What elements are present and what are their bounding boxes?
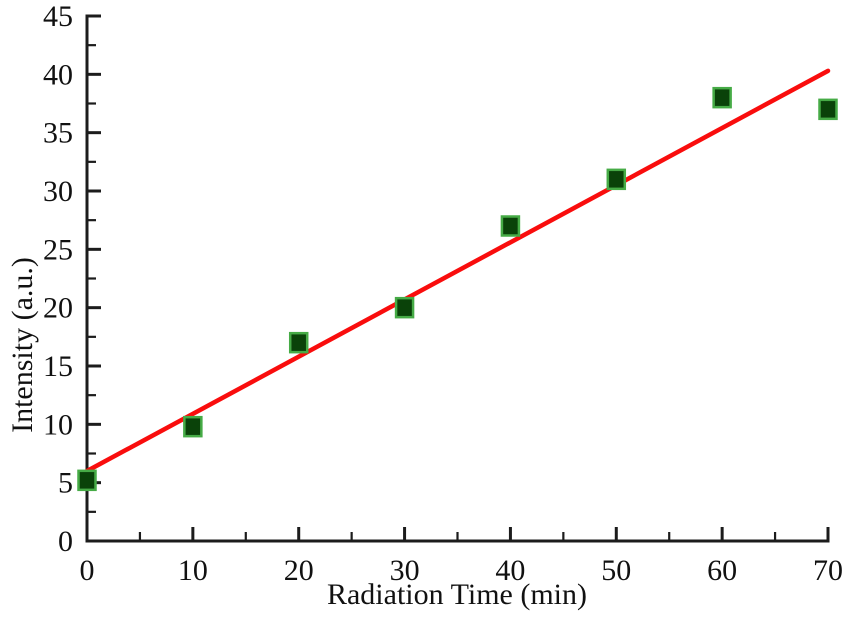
y-tick-label: 5 xyxy=(58,467,73,500)
y-tick-label: 40 xyxy=(43,58,73,91)
x-tick-label: 70 xyxy=(813,554,842,587)
x-tick-label: 50 xyxy=(601,554,631,587)
data-points xyxy=(77,86,838,492)
data-point xyxy=(500,215,521,237)
y-tick-label: 25 xyxy=(43,233,73,266)
data-point xyxy=(606,168,627,191)
x-tick-label: 10 xyxy=(178,554,208,587)
x-tick-label: 20 xyxy=(284,554,314,587)
data-point xyxy=(77,469,97,492)
fit-line xyxy=(84,68,831,474)
y-tick-label: 15 xyxy=(43,350,73,383)
data-point xyxy=(183,415,203,438)
y-tick-label: 10 xyxy=(43,408,73,441)
y-axis-label: Intensity (a.u.) xyxy=(6,257,39,433)
tick-labels: 0 10 20 30 40 50 60 70 0 5 10 15 20 25 30 35 40 45 xyxy=(43,0,842,587)
y-tick-label: 30 xyxy=(43,175,73,208)
data-point xyxy=(712,86,732,109)
y-tick-label: 45 xyxy=(43,0,73,33)
x-tick-label: 30 xyxy=(390,554,420,587)
fit-line-segment xyxy=(84,68,831,474)
y-tick-label: 0 xyxy=(58,525,73,558)
y-tick-label: 35 xyxy=(43,117,73,150)
x-tick-label: 0 xyxy=(80,554,95,587)
x-axis-label: Radiation Time (min) xyxy=(327,578,587,611)
data-point xyxy=(818,98,838,121)
x-tick-label: 40 xyxy=(495,554,525,587)
x-tick-label: 60 xyxy=(707,554,737,587)
data-point xyxy=(288,331,309,354)
y-tick-label: 20 xyxy=(43,292,73,325)
data-point xyxy=(394,296,415,319)
